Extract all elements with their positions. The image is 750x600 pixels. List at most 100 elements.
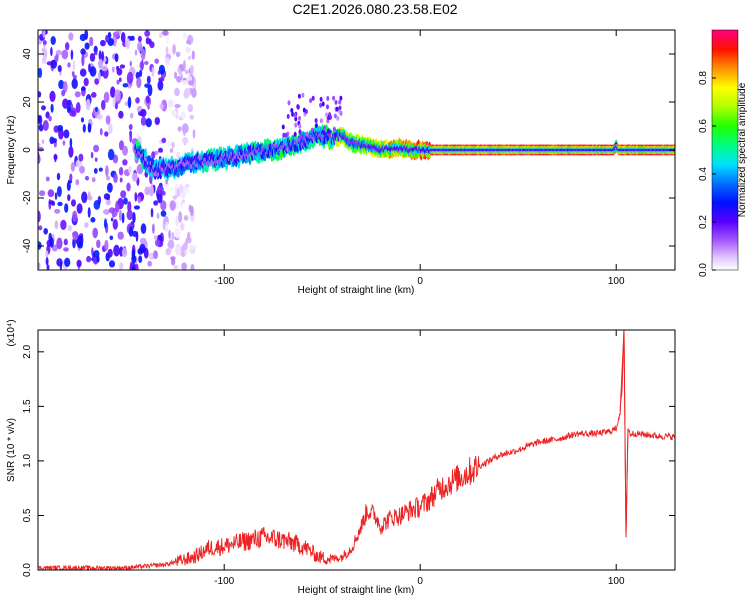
spectrogram-noise-cell [113,244,120,257]
spectrogram-noise-cell [172,195,178,200]
spectrogram-noise-cell [38,153,41,165]
spectrogram-noise-cell [171,110,178,117]
spectrogram-noise-cell [117,231,124,240]
spectrogram-noise-cell [89,53,96,62]
spectrogram-noise-cell [98,167,103,172]
spectrogram-noise-cell [137,196,141,204]
spectrogram-noise-cell [147,104,150,110]
spectrogram-noise-cell [326,104,329,110]
spectrogram-noise-cell [114,103,118,110]
spectrogram-noise-cell [309,98,313,104]
spectrogram-noise-cell [121,247,128,258]
spectrogram-noise-cell [319,118,323,124]
spectrogram-noise-cell [56,258,63,267]
spectrogram-noise-cell [105,165,109,177]
spectrogram-noise-cell [89,36,94,47]
y-tick-label: 0 [22,147,33,153]
spectrogram-noise-cell [296,104,300,110]
spectrogram-noise-cell [326,96,330,101]
spectrogram-noise-cell [57,201,63,207]
spectrogram-noise-cell [185,69,189,75]
spectrogram-noise-cell [38,91,42,98]
x-tick-label: 100 [608,576,625,587]
spectrogram-noise-cell [61,89,66,97]
spectrogram-noise-cell [58,79,65,90]
spectrogram-noise-cell [182,32,188,40]
x-tick-label: -100 [214,276,234,287]
spectrogram-noise-cell [319,96,323,102]
spectrogram-noise-cell [96,255,100,263]
spectrogram-noise-cell [104,239,109,252]
spectrogram-noise-cell [55,49,63,56]
spectrogram-noise-cell [146,75,151,85]
spectrogram-noise-cell [93,144,100,153]
spectrogram-noise-cell [65,42,70,51]
y-tick-label: 40 [22,48,33,60]
spectrogram-noise-cell [38,146,44,152]
spectrogram-noise-cell [123,197,128,205]
spectrogram-noise-cell [333,132,337,138]
spectrogram-noise-cell [91,177,96,183]
spectrogram-noise-cell [125,38,131,50]
colorbar-label: Normalized spectral amplitude [737,82,748,217]
spectrogram-noise-cell [336,115,340,121]
spectrogram-noise-cell [88,63,91,73]
spectrogram-noise-cell [41,139,45,145]
spectrogram-noise-cell [95,106,98,113]
spectrogram-noise-cell [139,243,146,253]
spectrogram-noise-cell [71,199,76,207]
spectrogram-noise-cell [84,30,89,40]
spectrogram-noise-cell [66,181,71,191]
spectrogram-noise-cell [43,228,48,235]
spectrogram-noise-cell [174,186,177,199]
spectrogram-noise-cell [42,30,46,39]
spectrogram-noise-cell [185,46,191,53]
spectrogram-noise-cell [42,120,49,131]
spectrogram-noise-cell [83,77,89,87]
colorbar-tick-label: 0.6 [698,119,709,133]
spectrogram-noise-cell [137,35,142,43]
spectrogram-noise-cell [130,112,134,119]
spectrogram-noise-cell [128,124,133,131]
spectrogram-noise-cell [128,166,132,174]
spectrogram-noise-cell [98,71,101,82]
spectrogram-noise-cell [91,92,97,98]
spectrogram-noise-cell [38,142,41,148]
spectrogram-noise-cell [136,77,142,89]
spectrogram-noise-cell [326,128,330,134]
spectrogram-noise-cell [191,87,197,98]
spectrogram-noise-cell [57,65,62,72]
spectrogram-noise-cell [122,159,128,166]
spectrogram-noise-cell [140,48,146,61]
x-tick-label: 100 [608,276,625,287]
y-tick-label: 2.0 [22,344,33,358]
spectrogram-noise-cell [184,249,188,255]
spectrogram-noise-cell [151,66,155,77]
spectrogram-noise-cell [38,225,43,231]
spectrogram-noise-cell [112,218,119,230]
spectrogram-noise-cell [126,182,131,192]
spectrogram-noise-cell [38,115,43,125]
spectrogram-noise-cell [154,58,159,64]
spectrogram-noise-cell [177,126,182,132]
spectrogram-noise-cell [75,159,82,168]
spectrogram-noise-cell [82,123,86,133]
spectrogram-noise-cell [176,75,182,83]
spectrogram-noise-cell [62,81,68,93]
spectrogram-noise-cell [184,87,191,98]
spectrogram-noise-cell [79,165,85,174]
spectrogram-noise-cell [56,172,61,181]
spectrogram-noise-cell [149,41,155,49]
spectrogram-noise-cell [70,162,75,172]
spectrogram-noise-cell [50,59,57,69]
spectrogram-noise-cell [321,101,325,107]
spectrogram-noise-cell [294,116,298,122]
spectrogram-noise-cell [39,190,46,197]
y-tick-label: 1.0 [22,454,33,468]
spectrogram-noise-cell [323,125,327,131]
spectrogram-noise-cell [49,237,54,248]
spectrogram-noise-cell [284,132,288,138]
snr-y-multiplier: (x10⁴) [6,319,17,346]
spectrogram-noise-cell [49,90,56,102]
